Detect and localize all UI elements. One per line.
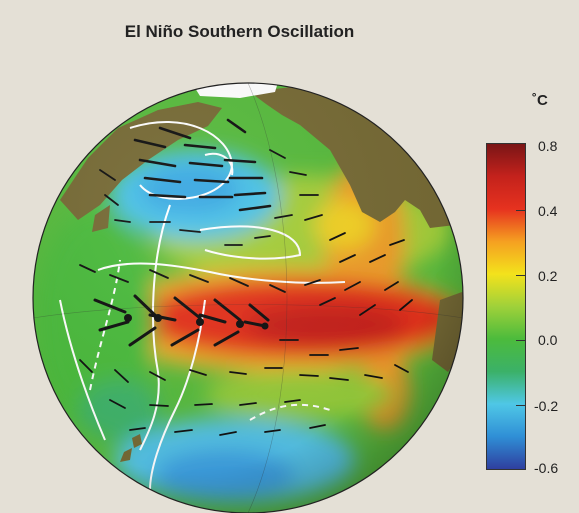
colorbar-tick-label: 0.4	[538, 203, 557, 219]
colorbar-tick-label: 0.8	[538, 138, 557, 154]
colorbar-tick-mark	[516, 405, 526, 406]
colorbar-tick-mark	[516, 275, 526, 276]
colorbar-tick-label: -0.2	[534, 398, 558, 414]
colorbar-tick-label: 0.2	[538, 268, 557, 284]
colorbar-unit: ˚C	[532, 92, 548, 109]
colorbar-tick-mark	[516, 210, 526, 211]
colorbar-tick-label: 0.0	[538, 332, 557, 348]
colorbar-tick-label: -0.6	[534, 460, 558, 476]
colorbar	[486, 143, 526, 470]
colorbar-tick-mark	[516, 340, 526, 341]
